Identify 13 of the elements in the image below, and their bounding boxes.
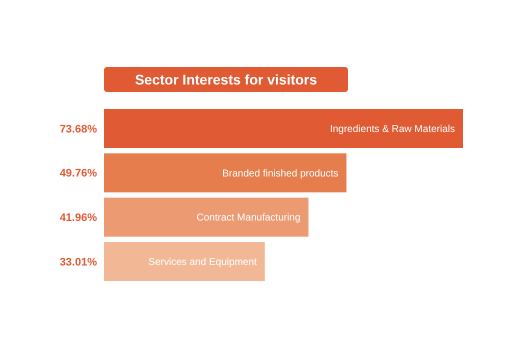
data-label: 41.96% xyxy=(60,212,98,224)
bar xyxy=(104,198,308,237)
y-tick-label: Services and Equipment xyxy=(148,256,258,268)
bar xyxy=(104,242,265,281)
data-label: 49.76% xyxy=(60,168,98,180)
chart-title: Sector Interests for visitors xyxy=(134,71,318,88)
y-tick-label: Ingredients & Raw Materials xyxy=(330,124,455,136)
y-tick-label: Branded finished products xyxy=(222,168,338,180)
bar xyxy=(104,109,463,148)
data-label: 33.01% xyxy=(60,256,98,268)
data-label: 73.68% xyxy=(60,123,98,136)
bar xyxy=(104,153,346,192)
y-tick-label: Contract Manufacturing xyxy=(196,212,300,224)
